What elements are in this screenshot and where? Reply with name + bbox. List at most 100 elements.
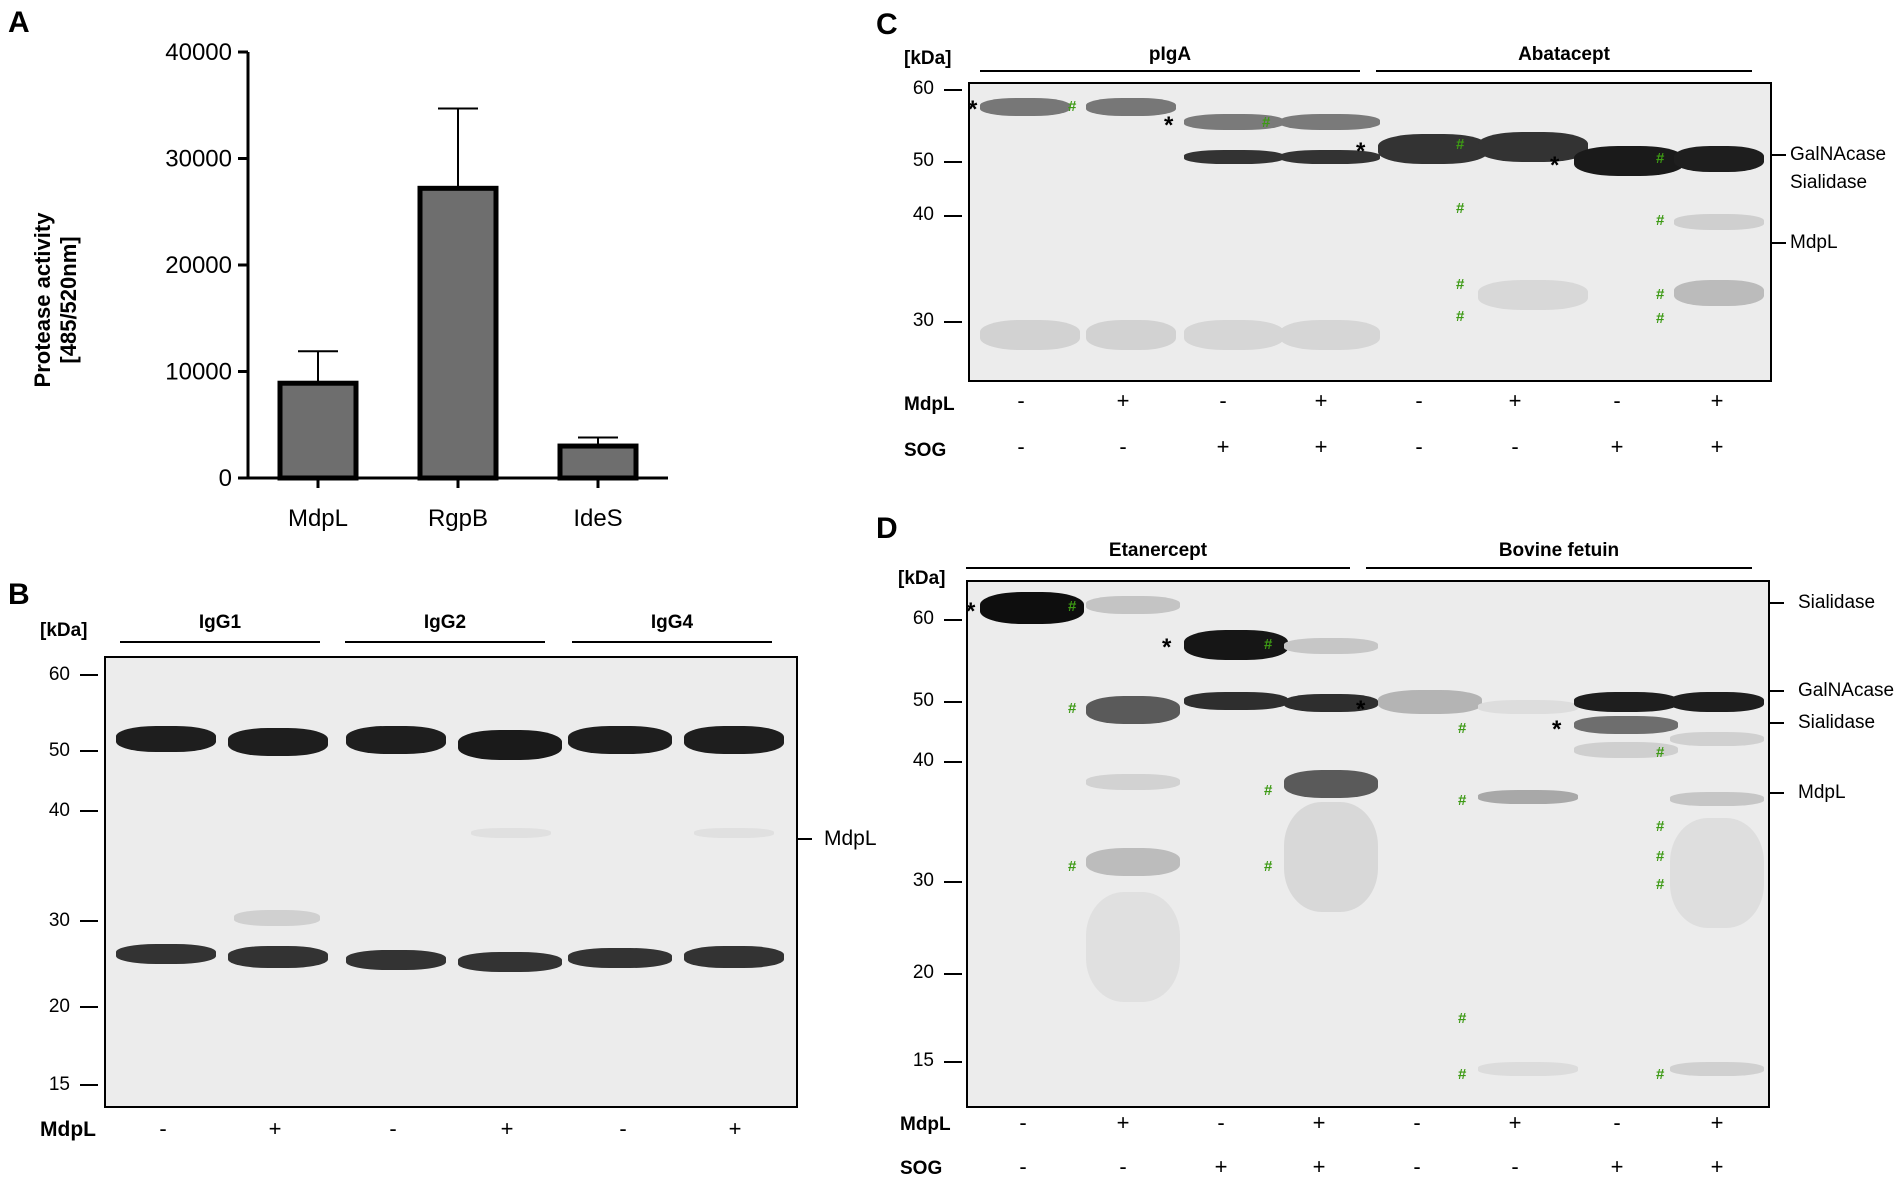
- gelC-hash: #: [1456, 276, 1465, 293]
- gelD-sign: -: [1413, 1110, 1421, 1135]
- gelD-hash: #: [1656, 818, 1665, 835]
- gelD-band: [1670, 818, 1764, 928]
- gelD-sign: -: [1019, 1154, 1027, 1179]
- gelC-band: [1674, 146, 1764, 172]
- gelB-band: [684, 726, 784, 754]
- gelD-marker-60: 60: [912, 608, 934, 629]
- gelD-star: *: [1162, 634, 1172, 661]
- gelD-hash: #: [1264, 858, 1273, 875]
- gelB-sign: -: [619, 1116, 627, 1141]
- chart-ylabel-line1: Protease activity: [30, 212, 55, 388]
- gelC-sign: -: [1415, 434, 1423, 459]
- gelD-hash: #: [1264, 782, 1273, 799]
- gelD-band: [1284, 694, 1378, 712]
- gelB-sign: +: [500, 1116, 514, 1141]
- gelC-hash: #: [1456, 308, 1465, 325]
- gelC-star: *: [1356, 138, 1366, 165]
- gelB-group-igg1: IgG1: [198, 612, 242, 633]
- gelC-sign: +: [1508, 388, 1522, 413]
- gelD-sign: -: [1119, 1154, 1127, 1179]
- gelC-hash: #: [1456, 200, 1465, 217]
- chart-ylabel-line2: [485/520nm]: [56, 236, 81, 364]
- gelD-marker-tick: [944, 1061, 962, 1063]
- bar: [557, 443, 639, 481]
- gelD-star: *: [1552, 716, 1562, 743]
- gelC-right-galnacase: GalNAcase: [1790, 144, 1887, 165]
- gelC-group-abatacept: Abatacept: [1518, 44, 1610, 65]
- gelB-band: [471, 828, 551, 838]
- gelC-band: [1184, 150, 1284, 164]
- gelD-right-line: [1770, 602, 1784, 604]
- gelD-right-sialidase: Sialidase: [1798, 712, 1876, 733]
- gelD-band: [1284, 770, 1378, 798]
- gelD-group-etanercept-line: [966, 567, 1350, 569]
- gelD-image: [966, 580, 1770, 1108]
- gelD-hash: #: [1264, 636, 1273, 653]
- gelB-sign: -: [159, 1116, 167, 1141]
- gelD-band: [1284, 802, 1378, 912]
- gelD-band: [1574, 716, 1678, 734]
- gelC-band: [980, 320, 1080, 350]
- gelC-marker-tick: [944, 321, 962, 323]
- gelB-sign: -: [389, 1116, 397, 1141]
- gelC-right-mdpl: MdpL: [1790, 232, 1838, 253]
- gelB-group-igg4: IgG4: [650, 612, 694, 633]
- gelD-row-sog-label: SOG: [900, 1158, 943, 1179]
- gelD-band: [1086, 696, 1180, 724]
- gelB-marker-tick: [80, 810, 98, 812]
- gelB-band: [116, 726, 216, 752]
- gelC-band: [1184, 114, 1284, 130]
- gelC-marker-tick: [944, 215, 962, 217]
- panel-label-c: C: [876, 8, 898, 41]
- gelD-hash: #: [1458, 720, 1467, 737]
- gelB-marker-40: 40: [48, 800, 70, 821]
- gelB-band: [694, 828, 774, 838]
- gelC-sign: -: [1017, 434, 1025, 459]
- gelD-marker-tick: [944, 973, 962, 975]
- gelC-sign: -: [1613, 388, 1621, 413]
- gelD-sign: +: [1116, 1110, 1130, 1135]
- gelB-kda-label: [kDa]: [40, 620, 88, 641]
- gelD-right-galnacase: GalNAcase: [1798, 680, 1895, 701]
- gelD-group-bovine-fetuin-line: [1366, 567, 1752, 569]
- gelD-band: [1670, 732, 1764, 746]
- gelC-sign: +: [1610, 434, 1624, 459]
- gelC-marker-30: 30: [912, 310, 934, 331]
- gelC-marker-50: 50: [912, 150, 934, 171]
- gelB-band: [458, 952, 562, 972]
- gelB-marker-50: 50: [48, 740, 70, 761]
- gelB-marker-tick: [80, 920, 98, 922]
- gelC-sign: +: [1710, 388, 1724, 413]
- gelB-marker-tick: [80, 674, 98, 676]
- gelD-group-etanercept: Etanercept: [1108, 540, 1208, 561]
- gelD-hash: #: [1656, 848, 1665, 865]
- gelD-sign: +: [1610, 1154, 1624, 1179]
- panel-label-a: A: [8, 6, 30, 39]
- gelD-marker-15: 15: [912, 1050, 934, 1071]
- gelB-marker-15: 15: [48, 1074, 70, 1095]
- gelC-band: [980, 98, 1070, 116]
- gelC-sign: -: [1119, 434, 1127, 459]
- gelC-group-pIgA-line: [980, 70, 1360, 72]
- gelD-right-line: [1770, 690, 1784, 692]
- gelB-group-igg1-line: [120, 641, 320, 643]
- gelD-marker-50: 50: [912, 690, 934, 711]
- gelB-band: [234, 910, 320, 926]
- gelC-marker-tick: [944, 89, 962, 91]
- gelC-marker-60: 60: [912, 78, 934, 99]
- gelD-hash: #: [1656, 876, 1665, 893]
- gelB-group-igg2: IgG2: [423, 612, 467, 633]
- gelB-marker-20: 20: [48, 996, 70, 1017]
- gelB-group-igg2-line: [345, 641, 545, 643]
- gelC-star: *: [968, 96, 978, 123]
- gelC-sign: +: [1710, 434, 1724, 459]
- gelB-marker-30: 30: [48, 910, 70, 931]
- gelC-group-pIgA: pIgA: [1148, 44, 1192, 65]
- gelD-hash: #: [1068, 858, 1077, 875]
- gelD-sign: +: [1214, 1154, 1228, 1179]
- gelC-kda-label: [kDa]: [904, 48, 952, 69]
- gelD-band: [1086, 892, 1180, 1002]
- gelD-sign: +: [1312, 1110, 1326, 1135]
- gelD-band: [1670, 692, 1764, 712]
- bar: [417, 185, 499, 481]
